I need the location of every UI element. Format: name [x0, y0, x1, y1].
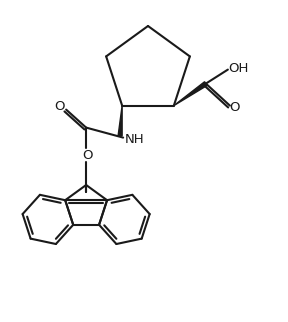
- Text: O: O: [82, 149, 92, 162]
- Polygon shape: [118, 106, 122, 136]
- Text: O: O: [54, 100, 65, 113]
- Text: OH: OH: [229, 62, 249, 75]
- Polygon shape: [174, 82, 207, 106]
- Text: NH: NH: [124, 133, 144, 146]
- Text: O: O: [230, 101, 240, 114]
